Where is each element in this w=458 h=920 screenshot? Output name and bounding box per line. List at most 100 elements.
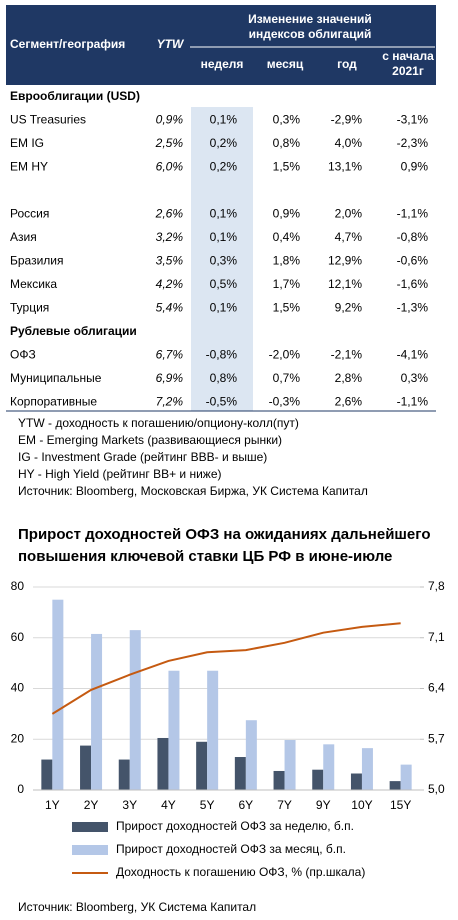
header-ytw: YTW xyxy=(157,37,185,51)
cell: 3,2% xyxy=(156,230,184,244)
cell: -2,0% xyxy=(269,348,301,362)
y2-tick-label: 5,7 xyxy=(428,731,445,745)
cell: 0,4% xyxy=(273,230,301,244)
x-tick-label: 3Y xyxy=(122,798,137,812)
y-tick-label: 60 xyxy=(11,630,25,644)
y2-tick-label: 7,1 xyxy=(428,630,445,644)
bar xyxy=(129,630,141,790)
bar xyxy=(157,737,169,790)
cell: 0,9% xyxy=(401,160,429,174)
bar xyxy=(389,781,401,790)
row-label: Муниципальные xyxy=(10,371,102,385)
bar xyxy=(52,599,64,790)
header-col: неделя xyxy=(201,57,244,71)
bar xyxy=(118,759,130,790)
y-tick-label: 80 xyxy=(11,579,25,593)
cell: -1,6% xyxy=(397,277,429,291)
bar xyxy=(273,770,285,790)
cell: 1,8% xyxy=(273,254,301,268)
cell: 6,0% xyxy=(156,160,184,174)
row-label: Россия xyxy=(10,207,49,221)
cell: -1,3% xyxy=(397,301,429,315)
header-col: год xyxy=(337,57,357,71)
cell: 5,4% xyxy=(156,301,184,315)
cell: 4,2% xyxy=(156,277,184,291)
bar xyxy=(400,764,412,790)
bar xyxy=(80,745,92,790)
x-tick-label: 5Y xyxy=(200,798,215,812)
bar xyxy=(207,670,219,790)
cell: -1,1% xyxy=(397,395,429,409)
bar xyxy=(234,757,246,790)
y-tick-label: 40 xyxy=(11,681,25,695)
cell: 3,5% xyxy=(156,254,184,268)
cell: 1,7% xyxy=(273,277,301,291)
note: YTW - доходность к погашению/опциону-кол… xyxy=(18,416,299,430)
header-segment: Сегмент/география xyxy=(10,37,125,51)
cell: 0,2% xyxy=(210,160,238,174)
cell: -2,1% xyxy=(331,348,363,362)
cell: 12,1% xyxy=(328,277,362,291)
section-title: Еврооблигации (USD) xyxy=(10,89,140,103)
x-tick-label: 4Y xyxy=(161,798,176,812)
header-col: с начала xyxy=(382,49,434,63)
x-tick-label: 9Y xyxy=(316,798,331,812)
cell: 0,8% xyxy=(210,371,238,385)
bar xyxy=(323,744,335,790)
row-label: Бразилия xyxy=(10,254,64,268)
highlight-column xyxy=(191,107,253,411)
table-header-bg xyxy=(6,5,436,85)
cell: 12,9% xyxy=(328,254,362,268)
cell: 2,5% xyxy=(155,136,184,150)
cell: 0,1% xyxy=(210,207,238,221)
cell: 4,7% xyxy=(335,230,363,244)
row-label: ОФЗ xyxy=(10,348,36,362)
cell: 0,7% xyxy=(273,371,301,385)
bar xyxy=(350,773,362,790)
header-group: Изменение значений xyxy=(248,12,372,26)
x-tick-label: 15Y xyxy=(390,798,411,812)
x-tick-label: 2Y xyxy=(84,798,99,812)
header-col: 2021г xyxy=(392,64,424,78)
row-label: Азия xyxy=(10,230,37,244)
cell: 7,2% xyxy=(156,395,184,409)
legend-swatch xyxy=(72,845,108,855)
x-tick-label: 6Y xyxy=(239,798,254,812)
cell: 0,8% xyxy=(273,136,301,150)
cell: 13,1% xyxy=(328,160,362,174)
cell: 0,2% xyxy=(210,136,238,150)
row-label: Турция xyxy=(10,301,49,315)
x-tick-label: 7Y xyxy=(277,798,292,812)
cell: -3,1% xyxy=(397,113,429,127)
cell: -1,1% xyxy=(397,207,429,221)
cell: -2,9% xyxy=(331,113,363,127)
y-tick-label: 0 xyxy=(17,782,24,796)
cell: 0,3% xyxy=(401,371,429,385)
legend-label: Доходность к погашению ОФЗ, % (пр.шкала) xyxy=(116,865,365,879)
cell: 6,9% xyxy=(156,371,184,385)
note: Источник: Bloomberg, Московская Биржа, У… xyxy=(18,484,368,498)
cell: 0,3% xyxy=(210,254,238,268)
chart-title: повышения ключевой ставки ЦБ РФ в июне-и… xyxy=(18,548,392,565)
cell: 9,2% xyxy=(335,301,363,315)
cell: 0,3% xyxy=(273,113,301,127)
cell: -0,3% xyxy=(269,395,301,409)
cell: 1,5% xyxy=(273,160,301,174)
legend-label: Прирост доходностей ОФЗ за неделю, б.п. xyxy=(116,819,354,833)
cell: -4,1% xyxy=(397,348,429,362)
cell: 0,5% xyxy=(210,277,238,291)
bar xyxy=(312,769,324,790)
cell: 2,6% xyxy=(155,207,184,221)
cell: 0,1% xyxy=(210,301,238,315)
bar xyxy=(91,633,103,790)
row-label: EM IG xyxy=(10,136,44,150)
row-label: US Treasuries xyxy=(10,113,86,127)
note: HY - High Yield (рейтинг BB+ и ниже) xyxy=(18,467,221,481)
y-tick-label: 20 xyxy=(11,731,25,745)
row-label: EM HY xyxy=(10,160,48,174)
chart-source: Источник: Bloomberg, УК Система Капитал xyxy=(18,900,256,914)
bar xyxy=(168,670,180,790)
header-col: месяц xyxy=(267,57,304,71)
cell: 0,1% xyxy=(210,113,238,127)
